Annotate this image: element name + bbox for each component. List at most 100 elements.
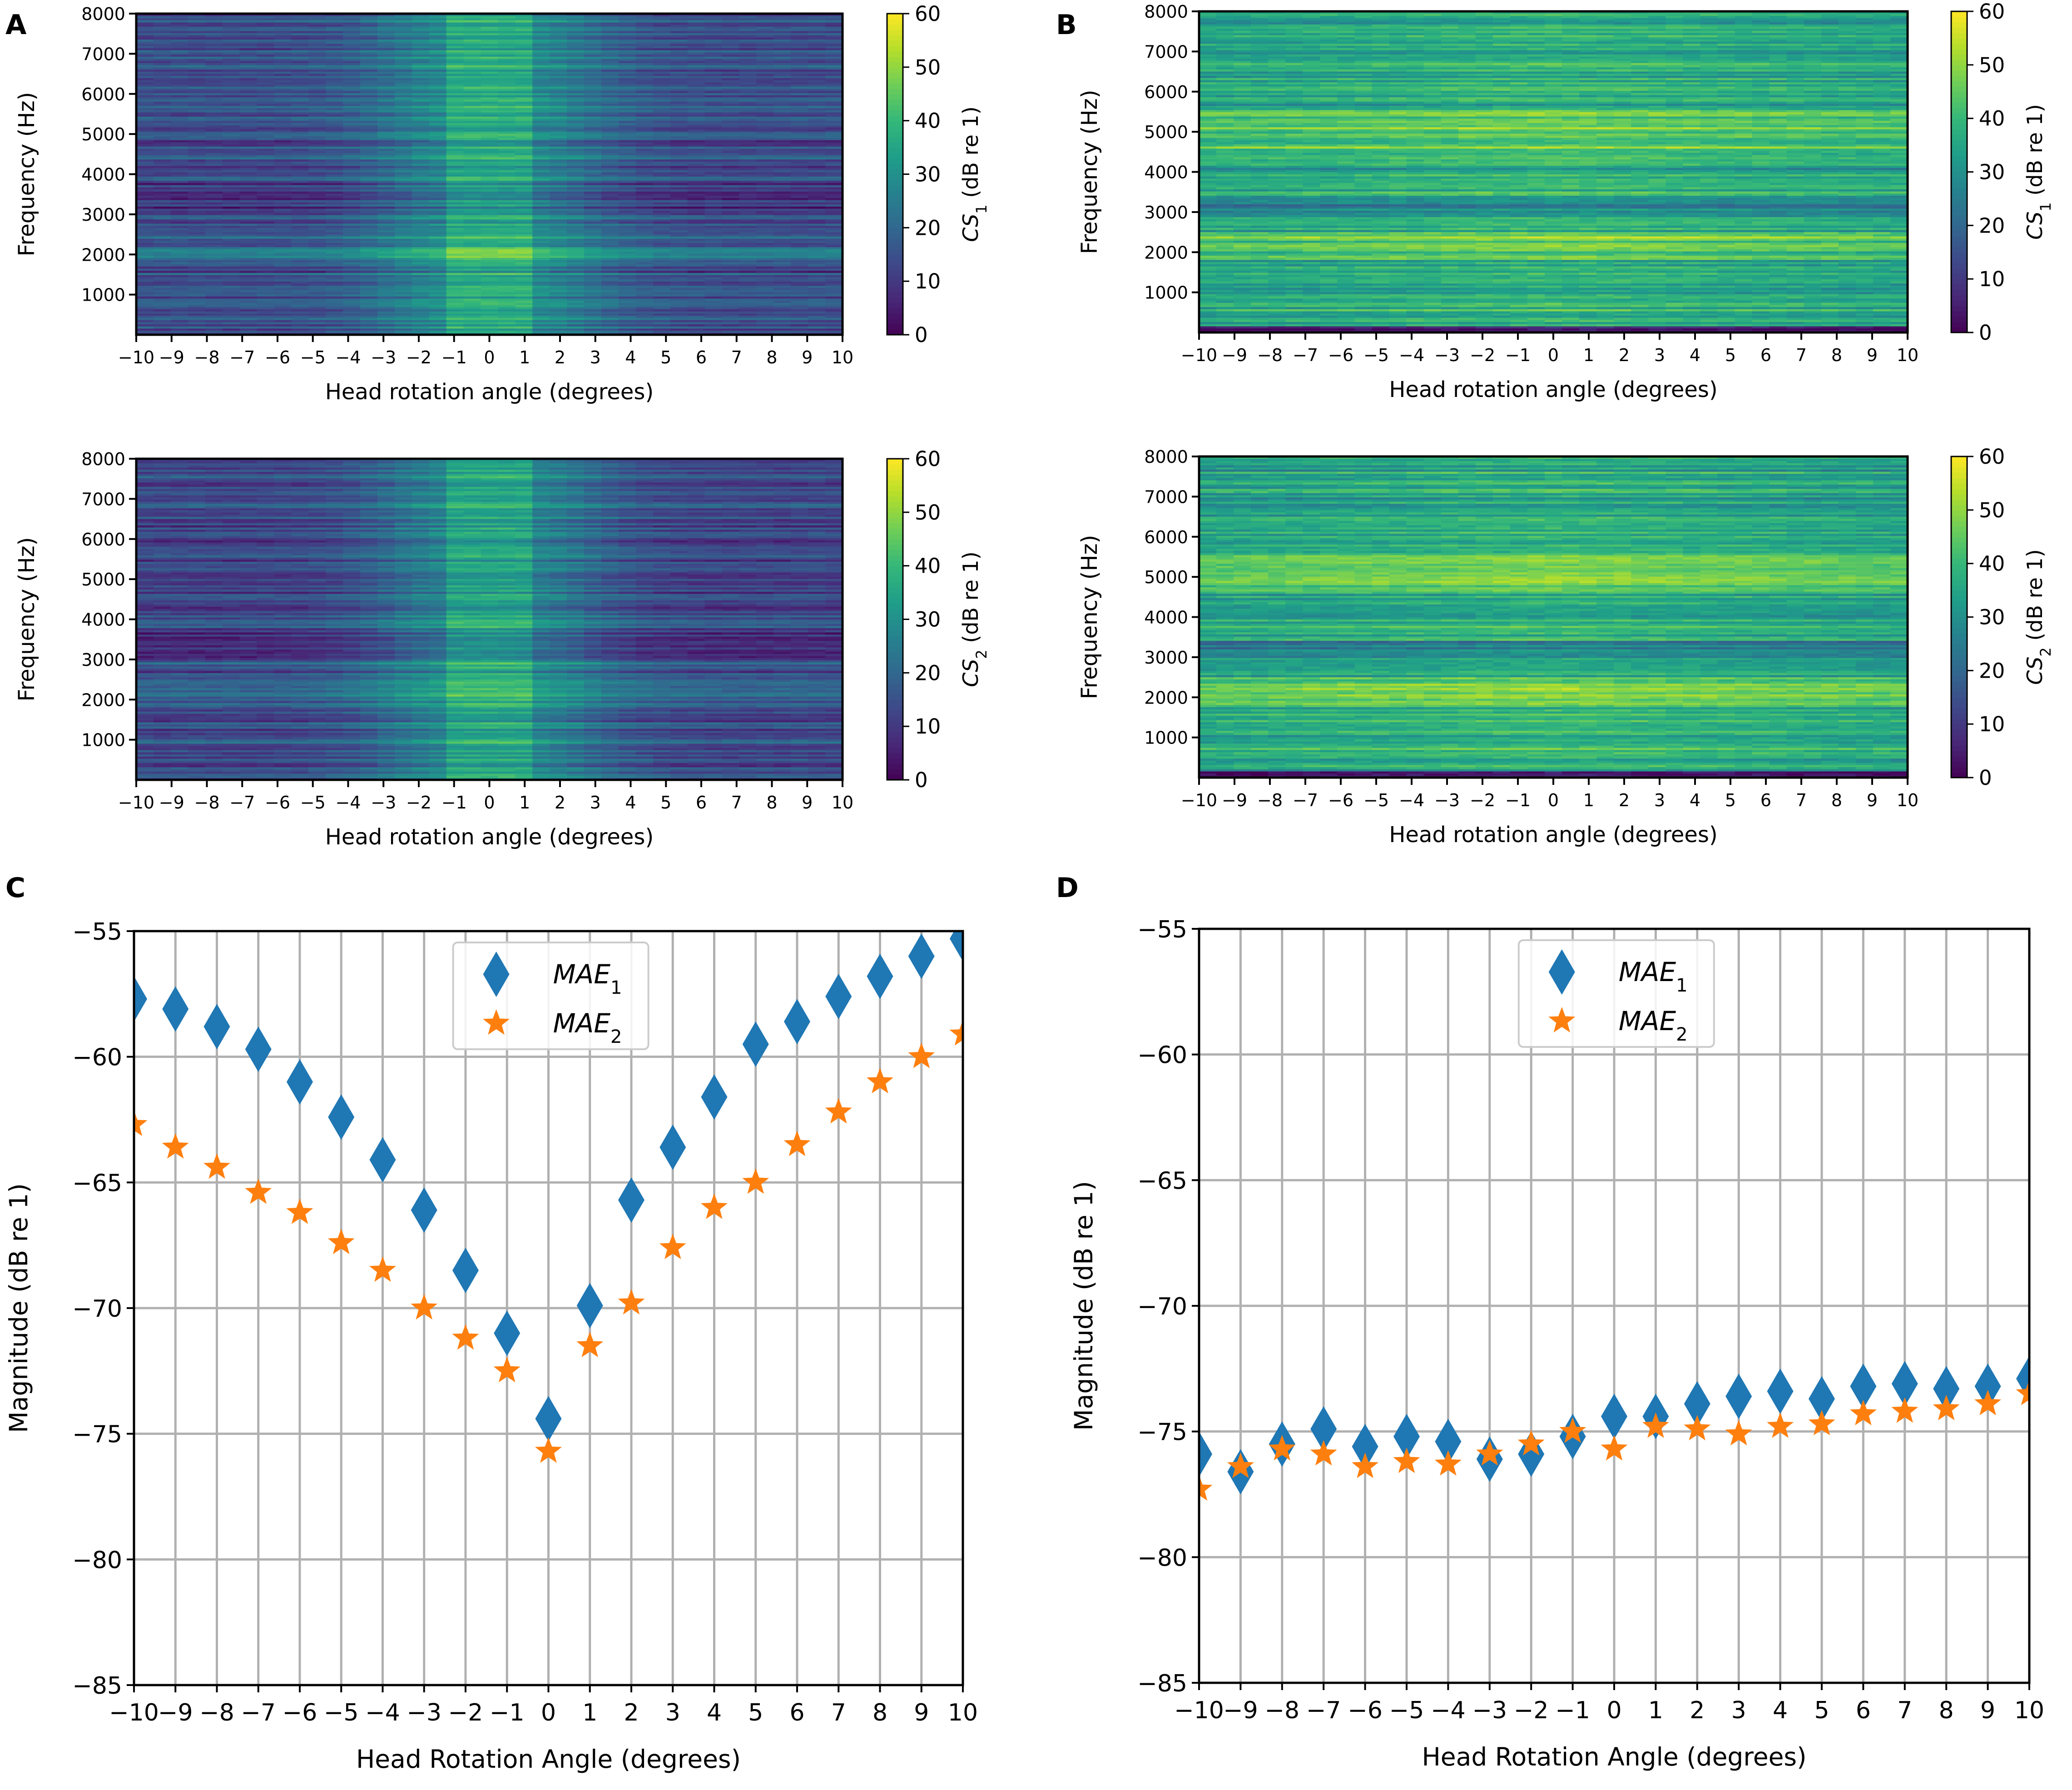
heatmap-cell bbox=[412, 253, 430, 256]
heatmap-cell bbox=[791, 322, 808, 324]
heatmap-cell bbox=[773, 298, 791, 301]
heatmap-cell bbox=[532, 281, 550, 283]
heatmap-cell bbox=[257, 322, 274, 324]
heatmap-cell bbox=[464, 294, 481, 296]
heatmap-cell bbox=[308, 326, 326, 328]
heatmap-cell bbox=[825, 283, 843, 286]
heatmap-cell bbox=[653, 324, 671, 326]
heatmap-cell bbox=[756, 256, 774, 258]
heatmap-cell bbox=[257, 305, 274, 307]
heatmap-cell bbox=[429, 283, 447, 286]
heatmap-cell bbox=[395, 302, 412, 305]
heatmap-cell bbox=[739, 328, 757, 331]
heatmap-cell bbox=[481, 288, 499, 290]
heatmap-cell bbox=[223, 296, 240, 298]
heatmap-cell bbox=[154, 286, 171, 288]
heatmap-cell bbox=[791, 292, 808, 294]
heatmap-cell bbox=[291, 279, 309, 281]
heatmap-cell bbox=[464, 281, 481, 283]
heatmap-cell bbox=[601, 305, 619, 307]
heatmap-cell bbox=[653, 331, 671, 333]
heatmap-cell bbox=[688, 331, 705, 333]
heatmap-cell bbox=[412, 294, 430, 296]
heatmap-cell bbox=[308, 279, 326, 281]
heatmap-cell bbox=[773, 307, 791, 309]
heatmap-cell bbox=[188, 256, 206, 258]
heatmap-cell bbox=[223, 311, 240, 313]
heatmap-cell bbox=[308, 256, 326, 258]
heatmap-cell bbox=[291, 311, 309, 313]
heatmap-cell bbox=[670, 258, 688, 260]
heatmap-cell bbox=[136, 316, 154, 318]
heatmap-cell bbox=[377, 298, 395, 301]
heatmap-cell bbox=[515, 301, 533, 303]
heatmap-cell bbox=[464, 277, 481, 279]
heatmap-cell bbox=[481, 313, 499, 316]
heatmap-cell bbox=[584, 309, 602, 311]
heatmap-cell bbox=[567, 305, 585, 307]
heatmap-cell bbox=[308, 290, 326, 292]
heatmap-cell bbox=[670, 283, 688, 286]
heatmap-cell bbox=[825, 320, 843, 322]
heatmap-cell bbox=[773, 324, 791, 326]
heatmap-cell bbox=[808, 326, 826, 328]
heatmap-cell bbox=[688, 290, 705, 292]
heatmap-cell bbox=[343, 262, 361, 264]
heatmap-cell bbox=[171, 320, 188, 322]
heatmap-cell bbox=[326, 290, 343, 292]
heatmap-cell bbox=[274, 286, 292, 288]
heatmap-cell bbox=[722, 317, 740, 320]
heatmap-cell bbox=[136, 262, 154, 264]
heatmap-cell bbox=[481, 264, 499, 266]
heatmap-cell bbox=[360, 313, 378, 316]
heatmap-cell bbox=[291, 302, 309, 305]
heatmap-cell bbox=[429, 273, 447, 275]
heatmap-cell bbox=[188, 275, 206, 277]
heatmap-cell bbox=[773, 317, 791, 320]
heatmap-cell bbox=[240, 262, 258, 264]
heatmap-cell bbox=[154, 326, 171, 328]
heatmap-cell bbox=[481, 307, 499, 309]
heatmap-cell bbox=[223, 305, 240, 307]
heatmap-cell bbox=[188, 317, 206, 320]
heatmap-cell bbox=[412, 298, 430, 301]
heatmap-cell bbox=[205, 273, 223, 275]
heatmap-cell bbox=[481, 305, 499, 307]
heatmap-cell bbox=[274, 294, 292, 296]
heatmap-cell bbox=[532, 298, 550, 301]
heatmap-cell bbox=[619, 307, 636, 309]
heatmap-cell bbox=[722, 264, 740, 266]
heatmap-cell bbox=[274, 266, 292, 268]
heatmap-cell bbox=[739, 279, 757, 281]
heatmap-cell bbox=[377, 311, 395, 313]
heatmap-cell bbox=[825, 292, 843, 294]
heatmap-cell bbox=[136, 302, 154, 305]
heatmap-cell bbox=[619, 281, 636, 283]
heatmap-cell bbox=[377, 322, 395, 324]
heatmap-cell bbox=[532, 283, 550, 286]
heatmap-cell bbox=[481, 262, 499, 264]
heatmap-cell bbox=[377, 309, 395, 311]
heatmap-cell bbox=[739, 311, 757, 313]
panel-label-a: A bbox=[5, 9, 27, 41]
heatmap-cell bbox=[739, 264, 757, 266]
heatmap-cell bbox=[515, 283, 533, 286]
heatmap-cell bbox=[412, 328, 430, 331]
heatmap-cell bbox=[343, 292, 361, 294]
heatmap-cell bbox=[395, 294, 412, 296]
heatmap-cell bbox=[653, 251, 671, 253]
heatmap-cell bbox=[274, 309, 292, 311]
heatmap-cell bbox=[429, 279, 447, 281]
heatmap-cell bbox=[653, 290, 671, 292]
heatmap-cell bbox=[619, 301, 636, 303]
heatmap-cell bbox=[412, 277, 430, 279]
heatmap-cell bbox=[446, 316, 464, 318]
heatmap-cell bbox=[308, 311, 326, 313]
heatmap-cell bbox=[343, 307, 361, 309]
heatmap-cell bbox=[619, 326, 636, 328]
heatmap-cell bbox=[756, 279, 774, 281]
heatmap-cell bbox=[343, 331, 361, 333]
heatmap-cell bbox=[498, 316, 516, 318]
heatmap-cell bbox=[670, 326, 688, 328]
heatmap-cell bbox=[532, 288, 550, 290]
